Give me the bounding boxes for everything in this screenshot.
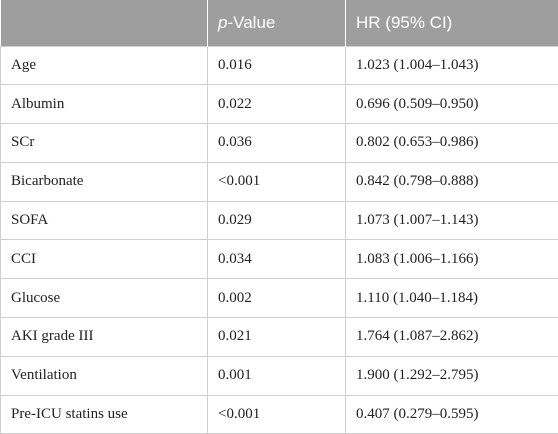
cell-variable: Ventilation — [0, 355, 208, 396]
header-variable — [1, 0, 208, 46]
cell-hr: 1.764 (1.087–2.862) — [345, 317, 558, 357]
cell-hr: 1.900 (1.292–2.795) — [345, 355, 558, 396]
table-row: CCI 0.034 1.083 (1.006–1.166) — [0, 239, 558, 280]
table-row: SCr 0.036 0.802 (0.653–0.986) — [0, 123, 558, 163]
cell-p-value: 0.001 — [207, 355, 346, 396]
cell-variable: Albumin — [0, 84, 208, 125]
cell-hr: 1.023 (1.004–1.043) — [345, 45, 558, 86]
header-p-rest: -Value — [227, 12, 276, 32]
cell-hr: 1.110 (1.040–1.184) — [345, 278, 558, 319]
cell-p-value: 0.002 — [207, 278, 346, 319]
table-body: Age 0.016 1.023 (1.004–1.043) Albumin 0.… — [0, 45, 558, 434]
cell-variable: Pre-ICU statins use — [0, 394, 208, 434]
header-hr: HR (95% CI) — [345, 0, 558, 46]
cell-p-value: 0.034 — [207, 239, 346, 280]
cell-hr: 0.696 (0.509–0.950) — [345, 84, 558, 125]
table-row: Pre-ICU statins use <0.001 0.407 (0.279–… — [0, 394, 558, 434]
cell-variable: Bicarbonate — [0, 161, 208, 202]
cell-variable: Age — [0, 45, 208, 86]
table-row: Age 0.016 1.023 (1.004–1.043) — [0, 45, 558, 86]
cell-hr: 0.802 (0.653–0.986) — [345, 123, 558, 163]
table-row: Ventilation 0.001 1.900 (1.292–2.795) — [0, 355, 558, 396]
table-row: Albumin 0.022 0.696 (0.509–0.950) — [0, 84, 558, 125]
cell-p-value: 0.021 — [207, 317, 346, 357]
cell-p-value: 0.022 — [207, 84, 346, 125]
header-row: p-Value HR (95% CI) — [0, 0, 558, 46]
cell-variable: SOFA — [0, 200, 208, 241]
table-row: SOFA 0.029 1.073 (1.007–1.143) — [0, 200, 558, 241]
cell-p-value: 0.029 — [207, 200, 346, 241]
cell-hr: 0.407 (0.279–0.595) — [345, 394, 558, 434]
header-p-value: p-Value — [207, 0, 346, 46]
cell-p-value: 0.036 — [207, 123, 346, 163]
cell-hr: 1.083 (1.006–1.166) — [345, 239, 558, 280]
cell-variable: CCI — [0, 239, 208, 280]
cell-p-value: <0.001 — [207, 394, 346, 434]
table-header: p-Value HR (95% CI) — [0, 0, 558, 46]
cell-variable: SCr — [0, 123, 208, 163]
header-p-italic: p — [218, 12, 228, 32]
cell-variable: AKI grade III — [0, 317, 208, 357]
table-row: Bicarbonate <0.001 0.842 (0.798–0.888) — [0, 161, 558, 202]
cell-p-value: <0.001 — [207, 161, 346, 202]
cell-hr: 1.073 (1.007–1.143) — [345, 200, 558, 241]
cell-hr: 0.842 (0.798–0.888) — [345, 161, 558, 202]
table-row: Glucose 0.002 1.110 (1.040–1.184) — [0, 278, 558, 319]
cell-p-value: 0.016 — [207, 45, 346, 86]
cell-variable: Glucose — [0, 278, 208, 319]
table-row: AKI grade III 0.021 1.764 (1.087–2.862) — [0, 317, 558, 357]
